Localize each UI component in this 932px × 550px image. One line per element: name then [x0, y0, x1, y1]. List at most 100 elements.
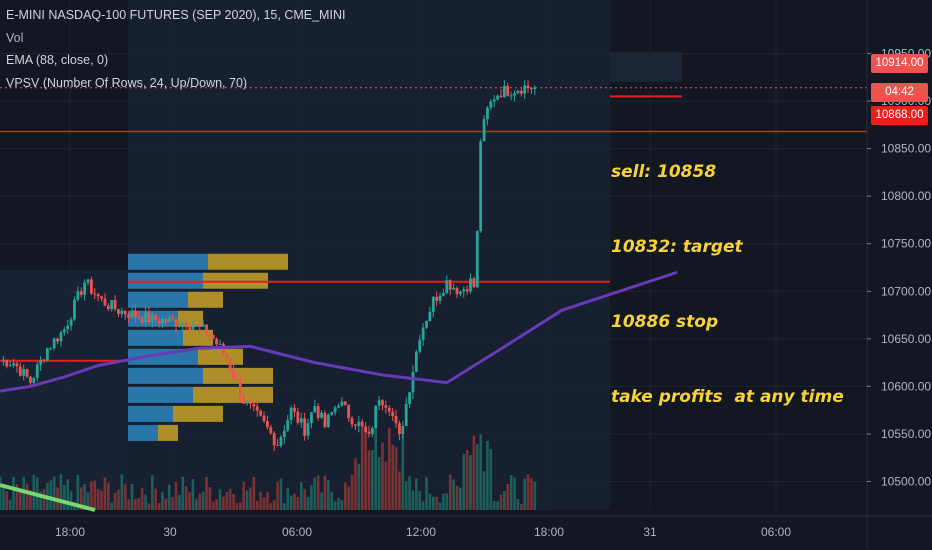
- legend-ema[interactable]: EMA (88, close, 0): [6, 53, 109, 67]
- volume-bar: [445, 493, 449, 510]
- ema-line: [0, 270, 678, 393]
- volume-bar: [266, 492, 269, 510]
- candle-body: [293, 407, 296, 412]
- legend-vol[interactable]: Vol: [6, 30, 24, 45]
- candle-body: [367, 431, 371, 434]
- candle-body: [479, 141, 483, 232]
- candle: [445, 275, 449, 295]
- candle-body: [431, 296, 435, 312]
- candle-body: [496, 95, 499, 100]
- candle: [492, 95, 496, 108]
- candle: [245, 400, 249, 406]
- volume-bar: [39, 491, 42, 510]
- candle-body: [18, 366, 22, 376]
- candle: [242, 392, 246, 404]
- volume-bar: [8, 500, 12, 510]
- trade-annotation[interactable]: sell: 10858 10832: target 10886 stop tak…: [611, 110, 844, 460]
- volume-bar: [323, 475, 327, 510]
- candle-body: [286, 419, 290, 431]
- candles: [1, 80, 537, 452]
- candle-body: [188, 327, 191, 330]
- candle: [96, 292, 100, 302]
- volume-bar: [286, 487, 290, 510]
- volume-bar: [113, 492, 117, 510]
- volume-bar: [59, 474, 63, 510]
- candle: [486, 106, 489, 126]
- candle: [401, 421, 405, 439]
- candle: [354, 423, 357, 430]
- candle-body: [279, 437, 283, 446]
- volume-bar: [364, 430, 367, 510]
- candle: [238, 374, 242, 402]
- candle: [442, 288, 445, 297]
- candle-body: [225, 353, 229, 359]
- candle: [144, 306, 147, 328]
- volume-bar: [269, 503, 273, 510]
- volume-bar: [371, 450, 374, 510]
- legend-vpsv[interactable]: VPSV (Number Of Rows, 24, Up/Down, 70): [6, 75, 248, 90]
- candle: [161, 316, 164, 328]
- candle-body: [171, 317, 175, 319]
- candle: [62, 326, 66, 336]
- candle: [79, 287, 83, 298]
- volume-bar: [103, 477, 107, 510]
- volume-bar: [242, 481, 246, 510]
- candle-body: [22, 368, 26, 376]
- candle: [266, 415, 269, 430]
- candle: [414, 349, 418, 373]
- volume-bar: [303, 489, 306, 510]
- volume-bar: [255, 500, 259, 510]
- candle: [35, 361, 39, 382]
- candle: [25, 368, 29, 379]
- candle: [147, 306, 151, 326]
- volume-bar: [22, 476, 25, 510]
- candle: [18, 362, 22, 377]
- volume-bar: [289, 495, 293, 510]
- candle: [343, 401, 347, 406]
- candle: [29, 375, 32, 385]
- volume-bar: [455, 485, 459, 510]
- volume-bar: [333, 501, 337, 510]
- legend-title[interactable]: E-MINI NASDAQ-100 FUTURES (SEP 2020), 15…: [6, 8, 346, 22]
- candle: [489, 99, 493, 111]
- candle-body: [306, 423, 310, 436]
- candle: [482, 115, 486, 142]
- volume-bar: [205, 477, 208, 510]
- profile-up-bar: [128, 367, 203, 384]
- candle: [194, 323, 198, 327]
- candle: [134, 304, 137, 323]
- candle-body: [69, 319, 73, 326]
- profile-down-bar: [158, 424, 178, 441]
- volume-bar: [482, 471, 486, 510]
- candle-body: [235, 378, 239, 381]
- candle: [150, 312, 154, 328]
- volume-bar: [195, 498, 198, 510]
- candle-body: [472, 278, 476, 288]
- candle-body: [79, 291, 83, 295]
- volume-bar: [293, 493, 296, 510]
- volume-bar: [262, 497, 266, 510]
- volume-bar: [418, 490, 422, 510]
- candle-body: [340, 401, 344, 406]
- volume-bar: [259, 491, 262, 510]
- volume-bar: [465, 449, 469, 510]
- volume-bar: [208, 486, 212, 510]
- volume-bar: [343, 482, 347, 510]
- candle-body: [245, 401, 249, 404]
- candle-body: [25, 368, 29, 377]
- candle: [32, 377, 36, 385]
- volume-bar: [42, 489, 46, 510]
- volume-bar: [431, 496, 435, 510]
- candle-body: [100, 296, 103, 299]
- volume-bar: [140, 488, 144, 510]
- candle-body: [381, 400, 384, 406]
- candle-body: [150, 314, 154, 323]
- profile-up-bar: [128, 386, 193, 403]
- volume-bar: [2, 488, 5, 510]
- candle: [523, 80, 527, 99]
- candle-body: [377, 400, 381, 406]
- candle-body: [411, 371, 415, 393]
- candle: [513, 90, 516, 102]
- candle: [387, 405, 391, 417]
